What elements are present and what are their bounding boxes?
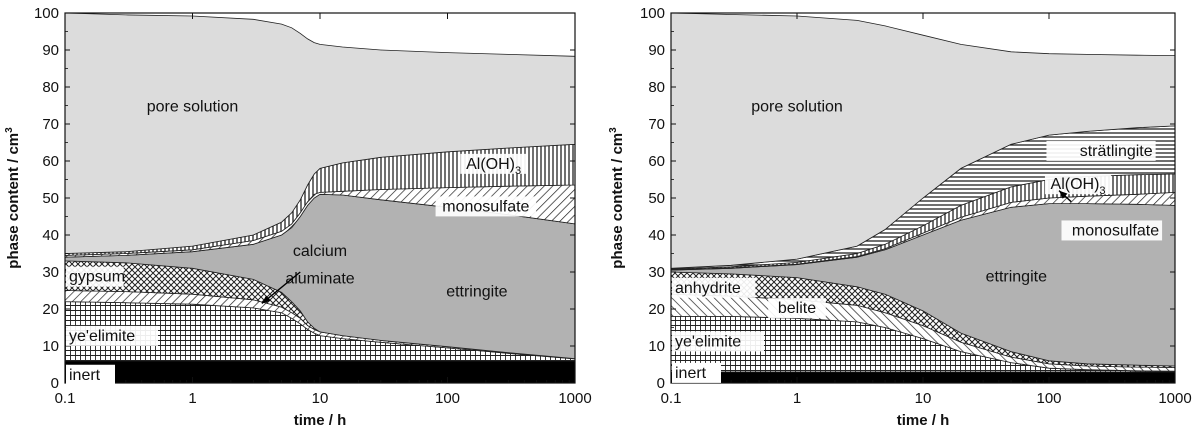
y-tick-label: 60: [648, 153, 665, 170]
x-tick-label: 1: [793, 390, 801, 407]
y-tick-label: 20: [648, 301, 665, 318]
label-aluminate: aluminate: [285, 271, 354, 288]
x-tick-label: 0.1: [55, 390, 76, 407]
label-ettringite: ettringite: [446, 284, 507, 301]
label-al-oh: Al(OH)3: [466, 156, 521, 177]
label-anhydrite: anhydrite: [675, 280, 741, 297]
label-monosulfate: monosulfate: [1072, 222, 1159, 239]
label-background: [66, 325, 158, 346]
label-pore-solution: pore solution: [751, 99, 843, 116]
label-monosulfate: monosulfate: [442, 198, 529, 215]
y-axis: 0 10 20 30 40 50 60 70 80 90 100: [34, 5, 575, 392]
y-tick-label: 50: [42, 190, 59, 207]
annotation-arrow-head: [1058, 190, 1068, 199]
y-axis-title-superscript: 3: [608, 127, 619, 133]
label-background: [1046, 140, 1156, 161]
x-tick-label: 100: [1036, 390, 1061, 407]
label-background: [66, 266, 124, 287]
x-tick-label: 1: [188, 390, 196, 407]
y-tick-label: 30: [42, 264, 59, 281]
label-gypsum: gypsum: [69, 269, 125, 286]
x-tick-label: 100: [435, 390, 460, 407]
y-tick-label: 80: [42, 79, 59, 96]
x-axis-title: time / h: [897, 412, 950, 429]
y-tick-label: 80: [648, 79, 665, 96]
y-tick-label: 40: [42, 227, 59, 244]
x-axis-title: time / h: [294, 412, 347, 429]
x-axis: 0.1 1 10 100 1000: [55, 13, 592, 407]
region-labels: pore solution Al(OH)3 monosulfate ettringit…: [66, 99, 537, 385]
region-labels: pore solution strätlingite Al(OH)3 monosulf…: [672, 99, 1163, 383]
label-subscript: 3: [515, 165, 521, 177]
label-ye-elimite: ye'elimite: [675, 333, 741, 350]
x-tick-label: 10: [915, 390, 932, 407]
right-phase-chart: 0 10 20 30 40 50 60 70 80 90 100 0.1 1 10 100 1000 time …: [608, 5, 1192, 429]
y-tick-label: 70: [42, 116, 59, 133]
y-tick-label: 90: [648, 42, 665, 59]
label-al-oh: Al(OH)3: [1051, 176, 1106, 197]
label-background: [435, 196, 537, 217]
x-tick-label: 10: [312, 390, 329, 407]
y-tick-label: 0: [51, 375, 59, 392]
x-tick-label: 1000: [558, 390, 591, 407]
label-background: [1044, 174, 1112, 195]
label-background: [460, 153, 527, 174]
label-background: [1061, 220, 1163, 241]
label-subscript: 3: [1099, 185, 1105, 197]
y-tick-label: 90: [42, 42, 59, 59]
label-inert: inert: [69, 367, 101, 384]
label-background: [672, 277, 756, 298]
label-ettringite: ettringite: [986, 269, 1047, 286]
label-pore-solution: pore solution: [147, 99, 239, 116]
label-background: [66, 364, 115, 385]
x-tick-label: 1000: [1158, 390, 1191, 407]
left-phase-chart: 0 10 20 30 40 50 60 70 80 90 100 0.1 1 10 100 1000 time …: [4, 5, 592, 429]
stacked-areas: [670, 12, 1176, 384]
label-inert: inert: [675, 365, 707, 382]
y-axis-title-superscript: 3: [4, 127, 15, 133]
x-axis: 0.1 1 10 100 1000: [661, 13, 1192, 407]
y-axis: 0 10 20 30 40 50 60 70 80 90 100: [640, 5, 1175, 392]
label-background: [672, 362, 721, 383]
y-tick-label: 20: [42, 301, 59, 318]
label-calcium: calcium: [293, 243, 347, 260]
y-tick-label: 10: [648, 338, 665, 355]
y-tick-label: 50: [648, 190, 665, 207]
y-tick-label: 40: [648, 227, 665, 244]
y-tick-label: 70: [648, 116, 665, 133]
label-background: [672, 331, 764, 352]
y-tick-label: 100: [34, 5, 59, 22]
y-axis-title: phase content / cm3: [4, 127, 22, 269]
y-tick-label: 10: [42, 338, 59, 355]
y-tick-label: 100: [640, 5, 665, 22]
x-tick-label: 0.1: [661, 390, 682, 407]
y-tick-label: 30: [648, 264, 665, 281]
y-axis-title: phase content / cm3: [608, 127, 626, 269]
y-tick-label: 60: [42, 153, 59, 170]
label-belite: belite: [778, 300, 816, 317]
label-str-tlingite: strätlingite: [1080, 143, 1153, 160]
label-background: [768, 298, 826, 319]
label-ye-elimite: ye'elimite: [69, 328, 135, 345]
y-tick-label: 0: [657, 375, 665, 392]
annotation-arrow-head: [261, 295, 271, 304]
